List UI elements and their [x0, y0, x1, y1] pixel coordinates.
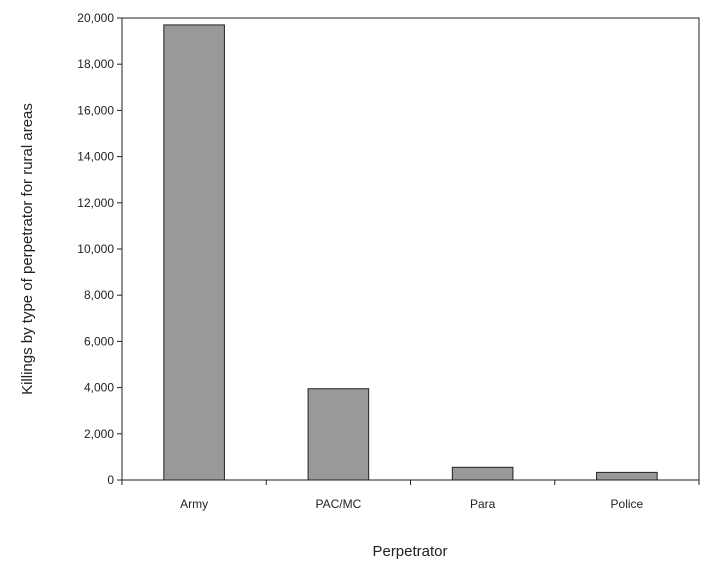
x-tick-label: Police	[611, 497, 644, 511]
bars	[163, 24, 658, 481]
y-tick-label: 6,000	[84, 334, 114, 348]
x-axis-tick-labels: Army PAC/MC Para Police	[180, 497, 643, 511]
y-tick-label: 2,000	[84, 427, 114, 441]
bar-police	[596, 471, 658, 481]
y-tick-label: 4,000	[84, 381, 114, 395]
y-tick-label: 20,000	[77, 11, 114, 25]
x-tick-label: Para	[470, 497, 496, 511]
y-tick-label: 18,000	[77, 57, 114, 71]
y-tick-label: 10,000	[77, 242, 114, 256]
bar-para	[451, 466, 514, 481]
bar-army	[163, 24, 225, 481]
y-tick-label: 16,000	[77, 103, 114, 117]
bar-pac-mc	[307, 388, 370, 481]
x-axis-title: Perpetrator	[372, 543, 447, 560]
y-axis-ticks: 0 2,000 4,000 6,000 8,000 10,000 12,000 14,000 1…	[77, 11, 122, 487]
y-tick-label: 14,000	[77, 150, 114, 164]
y-tick-label: 8,000	[84, 288, 114, 302]
y-tick-label: 12,000	[77, 196, 114, 210]
y-axis-title: Killings by type of perpetrator for rura…	[19, 103, 36, 395]
x-axis-ticks	[121, 480, 700, 485]
x-tick-label: PAC/MC	[315, 497, 361, 511]
x-tick-label: Army	[180, 497, 208, 511]
y-tick-label: 0	[107, 473, 114, 487]
